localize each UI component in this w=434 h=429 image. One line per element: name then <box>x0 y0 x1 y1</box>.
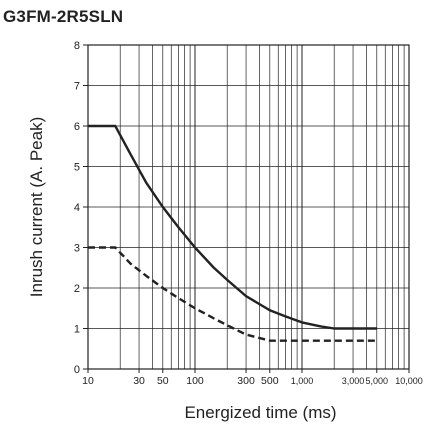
series-line-solid <box>88 124 377 330</box>
y-axis-label: Inrush current (A. Peak) <box>27 117 46 297</box>
y-tick-label: 4 <box>74 202 80 214</box>
y-tick-label: 7 <box>74 81 80 93</box>
x-tick-label: 10,000 <box>395 376 423 386</box>
y-tick-label: 1 <box>74 324 80 336</box>
y-tick-label: 3 <box>74 243 80 255</box>
tick-labels: 0 1 2 3 4 5 6 7 8 10 30 50 100 300 500 1,000 3,000 5,000 1… <box>74 40 423 387</box>
x-axis-label: Energized time (ms) <box>184 403 336 422</box>
y-tick-label: 8 <box>74 40 80 52</box>
x-tick-label: 1,000 <box>291 376 314 386</box>
x-tick-label: 500 <box>261 375 279 387</box>
x-tick-label: 50 <box>157 375 169 387</box>
y-tick-label: 6 <box>74 121 80 133</box>
x-tick-label: 3,000 <box>342 376 365 386</box>
grid <box>87 44 410 370</box>
x-tick-label: 100 <box>186 375 204 387</box>
series-line-dashed <box>88 246 377 342</box>
axes <box>83 44 410 373</box>
x-tick-label: 5,000 <box>366 376 389 386</box>
x-tick-label: 300 <box>237 375 255 387</box>
chart-title: G3FM-2R5SLN <box>3 7 124 26</box>
y-tick-label: 5 <box>74 162 80 174</box>
y-tick-label: 2 <box>74 283 80 295</box>
y-tick-label: 0 <box>74 364 80 376</box>
series-group <box>88 124 377 342</box>
x-tick-label: 30 <box>133 375 145 387</box>
x-tick-label: 10 <box>82 375 94 387</box>
